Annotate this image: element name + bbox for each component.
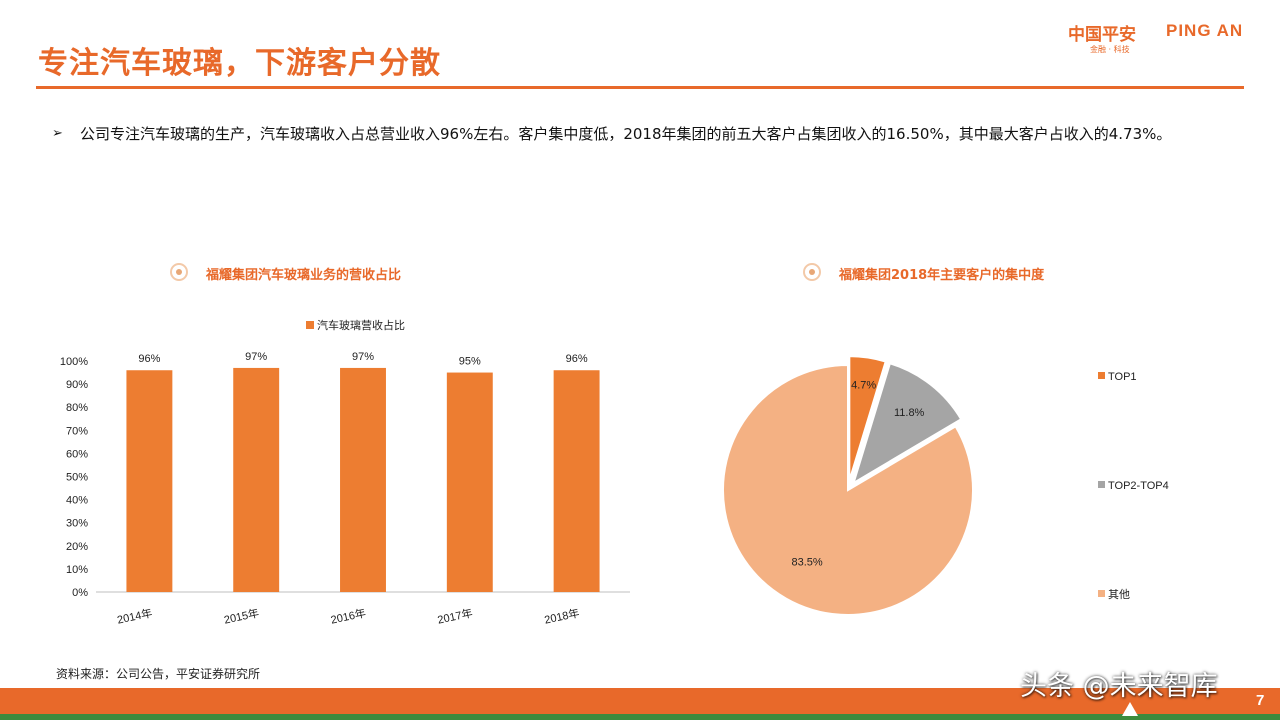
bar-y-tick-label: 30% [66, 518, 88, 530]
footer-green-strip [0, 714, 1280, 720]
pie-legend-swatch [1098, 481, 1105, 488]
watermark-text: 头条 @未来智库 [1020, 671, 1218, 702]
bar-y-tick-label: 90% [66, 379, 88, 391]
page-title: 专注汽车玻璃，下游客户分散 [38, 46, 441, 81]
bar-x-tick-label: 2018年 [543, 606, 581, 627]
logo-english-text: PING AN [1166, 21, 1244, 40]
bar-y-tick-label: 10% [66, 564, 88, 576]
logo-tagline: 金融 · 科技 [1090, 45, 1130, 54]
pie-data-label: 4.7% [851, 380, 876, 392]
bar-data-label: 96% [138, 353, 160, 365]
bar-legend: 汽车玻璃营收占比 [306, 318, 405, 332]
bar-y-tick-label: 50% [66, 472, 88, 484]
bar-data-label: 97% [352, 351, 374, 363]
pingan-logo: 中国平安 PING AN 金融 · 科技 [1068, 20, 1268, 60]
left-chart-heading-text: 福耀集团汽车玻璃业务的营收占比 [206, 268, 402, 283]
bar-data-label: 95% [459, 356, 481, 368]
right-chart-heading-text: 福耀集团2018年主要客户的集中度 [839, 268, 1045, 283]
bar-data-label: 96% [566, 353, 588, 365]
customer-concentration-pie-chart: 4.7% 11.8% 83.5% TOP1 TOP2-TOP4 其他 [722, 355, 1169, 616]
bar-legend-swatch [306, 321, 314, 329]
bar-y-tick-label: 80% [66, 402, 88, 414]
pie-data-label: 11.8% [894, 407, 925, 419]
pie-legend-label: TOP2-TOP4 [1108, 480, 1169, 492]
bar-y-tick-label: 40% [66, 495, 88, 507]
bar [446, 372, 493, 592]
target-circle-icon [803, 263, 821, 281]
bullet-arrow-icon: ➢ [52, 126, 63, 141]
bar-y-tick-label: 70% [66, 425, 88, 437]
bar-y-tick-label: 60% [66, 448, 88, 460]
bar-x-tick-label: 2015年 [223, 606, 261, 627]
pie-legend-label: 其他 [1108, 588, 1130, 601]
bar-y-tick-label: 0% [72, 587, 88, 599]
pie-data-label: 83.5% [792, 557, 823, 569]
footer-bar [0, 688, 1280, 714]
bar [340, 367, 386, 592]
pie-slice [851, 362, 963, 486]
left-chart-heading: 福耀集团汽车玻璃业务的营收占比 [170, 262, 510, 286]
right-chart-heading: 福耀集团2018年主要客户的集中度 [803, 262, 1143, 286]
bar-y-tick-label: 100% [60, 356, 88, 368]
revenue-share-bar-chart: 汽车玻璃营收占比 0% 10% 20% 30% 40% 50% 60% 70% 80% 90% 10… [60, 318, 630, 627]
bar-x-tick-label: 2016年 [329, 606, 367, 627]
bar [553, 370, 600, 592]
source-note: 资料来源：公司公告，平安证券研究所 [56, 667, 261, 681]
logo-chinese-text: 中国平安 [1068, 25, 1136, 45]
pie-legend-swatch [1098, 372, 1105, 379]
bar-data-label: 97% [245, 351, 267, 363]
bar-x-tick-label: 2017年 [436, 606, 474, 627]
bar-x-tick-label: 2014年 [116, 606, 154, 627]
bar-legend-label: 汽车玻璃营收占比 [317, 318, 405, 332]
pie-slice [722, 363, 974, 616]
target-circle-icon [170, 263, 188, 281]
pie-legend-label: TOP1 [1108, 371, 1137, 383]
title-divider [36, 86, 1244, 89]
bar [233, 367, 280, 592]
bar [126, 370, 173, 592]
pie-slice [848, 355, 887, 482]
summary-bullet: ➢ 公司专注汽车玻璃的生产，汽车玻璃收入占总营业收入96%左右。客户集中度低，2… [52, 118, 1232, 150]
summary-text: 公司专注汽车玻璃的生产，汽车玻璃收入占总营业收入96%左右。客户集中度低，201… [80, 125, 1172, 143]
pie-legend-swatch [1098, 590, 1105, 597]
footer-triangle-mark [1122, 702, 1138, 716]
page-number: 7 [1256, 692, 1265, 709]
bar-y-tick-label: 20% [66, 541, 88, 553]
